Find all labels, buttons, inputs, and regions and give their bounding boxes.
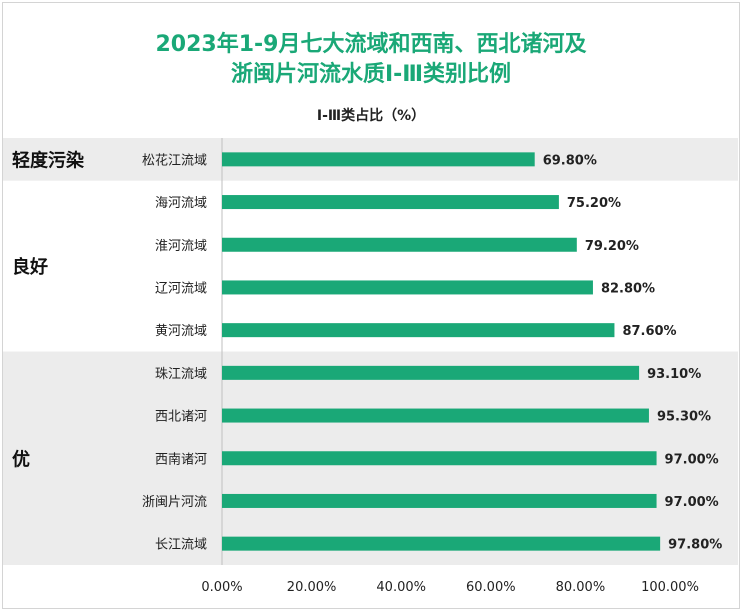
- x-tick-label: 60.00%: [466, 580, 516, 595]
- category-label: 淮河流域: [155, 239, 207, 254]
- x-tick-label: 40.00%: [376, 580, 426, 595]
- group-label: 轻度污染: [12, 149, 85, 171]
- x-tick-label: 80.00%: [556, 580, 606, 595]
- bar: [222, 365, 640, 380]
- data-label: 82.80%: [601, 281, 655, 296]
- data-label: 87.60%: [622, 324, 676, 339]
- x-tick-label: 20.00%: [287, 580, 337, 595]
- bar: [222, 536, 661, 551]
- bar: [222, 451, 657, 466]
- data-label: 93.10%: [647, 367, 701, 382]
- data-label: 75.20%: [567, 196, 621, 211]
- category-label: 辽河流域: [155, 281, 207, 296]
- data-label: 97.00%: [665, 495, 719, 510]
- x-tick-label: 100.00%: [641, 580, 699, 595]
- data-label: 95.30%: [657, 410, 711, 425]
- x-tick-label: 0.00%: [201, 580, 242, 595]
- bar: [222, 280, 593, 295]
- category-label: 海河流域: [155, 196, 207, 211]
- data-label: 69.80%: [543, 153, 597, 168]
- bar: [222, 493, 657, 508]
- bar: [222, 408, 649, 423]
- data-label: 97.00%: [665, 452, 719, 467]
- chart-subtitle: Ⅰ-Ⅲ类占比（%）: [316, 108, 426, 124]
- bar: [222, 152, 535, 167]
- category-label: 西北诸河: [155, 410, 207, 425]
- category-label: 长江流域: [155, 538, 207, 553]
- data-label: 79.20%: [585, 239, 639, 254]
- category-label: 黄河流域: [155, 324, 207, 339]
- bar: [222, 323, 615, 338]
- category-label: 珠江流域: [155, 367, 207, 382]
- category-label: 松花江流域: [142, 152, 207, 168]
- data-label: 97.80%: [668, 538, 722, 553]
- chart-title-line-2: 浙闽片河流水质Ⅰ-Ⅲ类别比例: [230, 62, 512, 87]
- bar: [222, 237, 577, 252]
- category-label: 浙闽片河流: [142, 495, 207, 510]
- category-label: 西南诸河: [155, 451, 207, 467]
- chart-title-line-1: 2023年1-9月七大流域和西南、西北诸河及: [155, 32, 587, 57]
- group-label: 良好: [12, 256, 48, 278]
- bar: [222, 195, 559, 210]
- group-label: 优: [12, 448, 30, 470]
